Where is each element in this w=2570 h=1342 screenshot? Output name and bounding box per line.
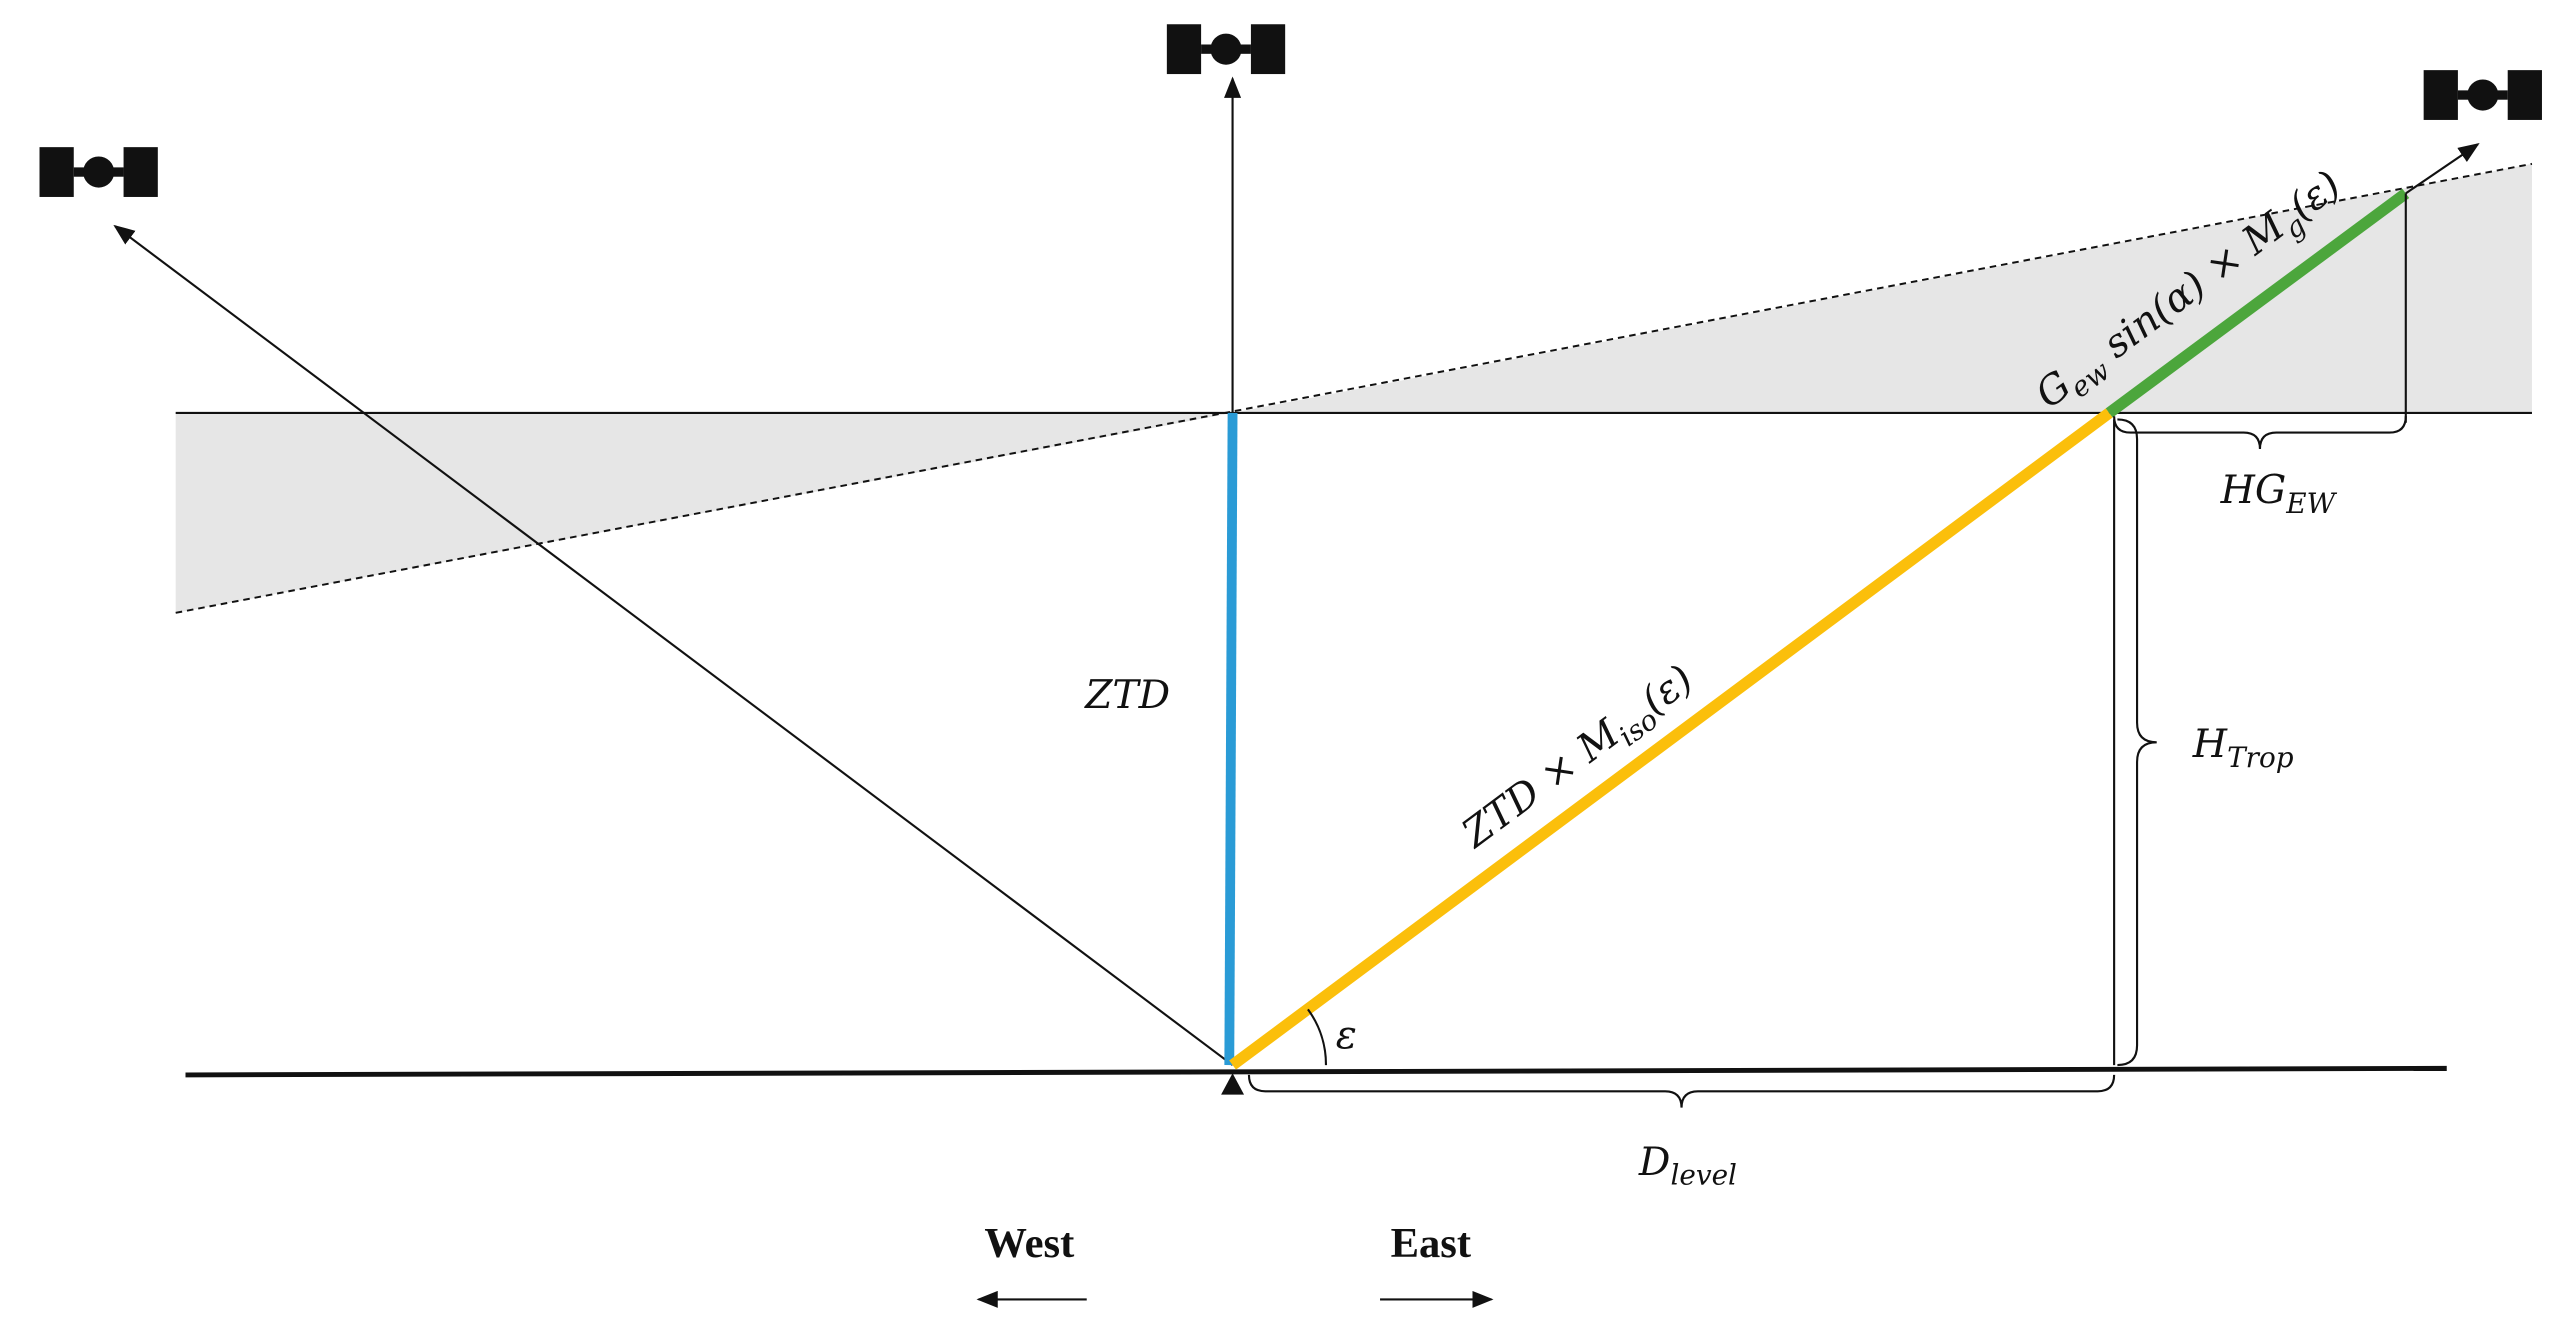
receiver: [1221, 1073, 1245, 1095]
htrop-label: HTrop: [2192, 722, 2294, 774]
satellite: [39, 147, 158, 197]
brace: [2117, 418, 2157, 1067]
slant-label: ZTD × Miso(ε): [1453, 657, 1706, 864]
ground-line: [185, 1065, 2447, 1078]
west-arrow: [113, 224, 1234, 1066]
dlevel-label: Dlevel: [1638, 1140, 1737, 1192]
epsilon-label: ε: [1336, 1014, 1357, 1059]
east-label: East: [1391, 1220, 1471, 1267]
satellite: [2423, 70, 2542, 120]
hg-label: HGEW: [2220, 468, 2338, 520]
satellite: [1166, 24, 1286, 75]
ztd-line: [1224, 412, 1238, 1066]
brace: [1247, 1074, 2116, 1108]
angle-arc: [1307, 1008, 1328, 1066]
west-label: West: [984, 1220, 1074, 1267]
gradient-line: [2105, 188, 2410, 418]
ztd-label: ZTD: [1083, 673, 1170, 718]
east-arrow: [2405, 142, 2480, 195]
dashed-line: [175, 162, 2533, 614]
brace: [2113, 416, 2407, 450]
slant-line: [1229, 408, 2113, 1070]
